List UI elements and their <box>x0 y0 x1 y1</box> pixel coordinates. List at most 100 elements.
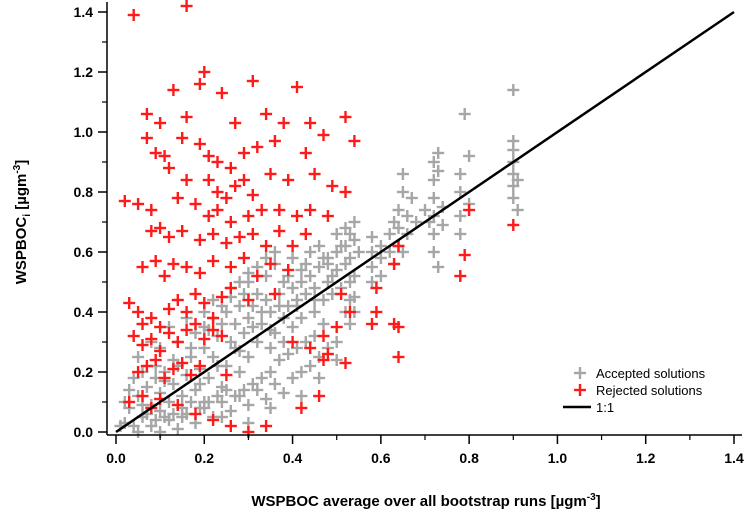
y-tick-label: 0.4 <box>74 304 94 320</box>
x-tick-label: 0.2 <box>195 450 215 466</box>
rejected-point <box>180 324 193 336</box>
rejected-point <box>207 414 220 426</box>
rejected-point <box>193 267 206 279</box>
rejected-point <box>255 204 268 216</box>
rejected-point <box>202 210 215 222</box>
accepted-point <box>202 396 215 408</box>
rejected-point <box>211 156 224 168</box>
accepted-point <box>167 408 180 420</box>
accepted-point <box>304 246 317 258</box>
accepted-point <box>405 192 418 204</box>
accepted-point <box>308 282 321 294</box>
rejected-point <box>238 174 250 186</box>
accepted-point <box>383 228 396 240</box>
accepted-point <box>286 321 299 333</box>
rejected-point <box>392 351 405 363</box>
rejected-point <box>193 78 206 90</box>
rejected-point <box>330 321 343 333</box>
rejected-point <box>145 225 158 237</box>
accepted-point <box>344 252 356 264</box>
rejected-point <box>154 222 167 234</box>
rejected-point <box>189 408 202 420</box>
y-axis-title: WSPBOCi [µgm-3] <box>12 160 33 285</box>
rejected-point <box>224 282 237 294</box>
accepted-point <box>374 270 387 282</box>
accepted-point <box>242 312 255 324</box>
rejected-point <box>348 135 361 147</box>
accepted-point <box>410 216 423 228</box>
accepted-point <box>383 246 396 258</box>
x-tick-label: 0.8 <box>459 450 479 466</box>
rejected-point <box>321 210 334 222</box>
rejected-point <box>454 270 467 282</box>
accepted-point <box>211 390 224 402</box>
rejected-point <box>171 294 184 306</box>
accepted-point <box>392 204 405 216</box>
rejected-point <box>229 117 242 129</box>
accepted-point <box>255 372 268 384</box>
accepted-point <box>233 276 246 288</box>
rejected-point <box>163 162 175 174</box>
accepted-point <box>202 372 215 384</box>
x-tick-label: 0.0 <box>106 450 126 466</box>
rejected-point <box>149 255 162 267</box>
rejected-point <box>224 261 237 273</box>
rejected-point <box>132 366 145 378</box>
rejected-point <box>238 252 250 264</box>
rejected-point <box>202 174 215 186</box>
rejected-point <box>189 288 202 300</box>
accepted-point <box>286 282 299 294</box>
accepted-point <box>176 390 189 402</box>
rejected-point <box>189 318 202 330</box>
legend-label-accepted: Accepted solutions <box>596 366 706 381</box>
rejected-point <box>198 66 211 78</box>
accepted-point <box>207 294 220 306</box>
rejected-point <box>127 330 140 342</box>
accepted-point <box>140 381 153 393</box>
axes: 0.0 0.2 0.4 0.6 0.8 1.0 1.2 1.4 0.0 0.2 0.4 0.6 0.8… <box>74 2 744 466</box>
y-ticks: 0.0 0.2 0.4 0.6 0.8 1.0 1.2 1.4 <box>74 4 107 440</box>
accepted-point <box>264 342 277 354</box>
accepted-point <box>366 231 378 243</box>
y-tick-label: 0.8 <box>74 184 94 200</box>
accepted-point <box>511 174 524 186</box>
rejected-point <box>224 162 237 174</box>
accepted-point <box>286 372 299 384</box>
rejected-point <box>273 225 286 237</box>
rejected-point <box>335 288 348 300</box>
rejected-point <box>145 204 158 216</box>
accepted-point <box>313 240 326 252</box>
x-tick-label: 1.0 <box>548 450 568 466</box>
x-tick-label: 1.4 <box>724 450 744 466</box>
accepted-point <box>348 270 361 282</box>
rejected-point <box>238 147 250 159</box>
rejected-point <box>136 390 149 402</box>
rejected-point <box>149 147 162 159</box>
rejected-point <box>198 333 211 345</box>
rejected-point <box>193 138 206 150</box>
accepted-point <box>149 414 162 426</box>
rejected-point <box>193 360 206 372</box>
accepted-point <box>260 294 273 306</box>
rejected-solutions-points <box>118 0 520 438</box>
accepted-point <box>454 210 467 222</box>
rejected-point <box>154 345 167 357</box>
rejected-point <box>229 180 242 192</box>
accepted-point <box>366 261 378 273</box>
accepted-point <box>295 390 308 402</box>
accepted-point <box>511 204 524 216</box>
accepted-point <box>242 399 255 411</box>
x-tick-label: 0.4 <box>283 450 303 466</box>
rejected-point <box>176 357 189 369</box>
rejected-point <box>123 396 136 408</box>
rejected-point <box>295 402 308 414</box>
y-tick-label: 1.2 <box>74 64 94 80</box>
rejected-point <box>282 174 295 186</box>
accepted-point <box>251 336 264 348</box>
rejected-point <box>180 174 193 186</box>
accepted-point <box>286 252 299 264</box>
rejected-point <box>207 324 220 336</box>
rejected-point <box>260 240 273 252</box>
legend-label-rejected: Rejected solutions <box>596 383 703 398</box>
rejected-point <box>458 249 471 261</box>
